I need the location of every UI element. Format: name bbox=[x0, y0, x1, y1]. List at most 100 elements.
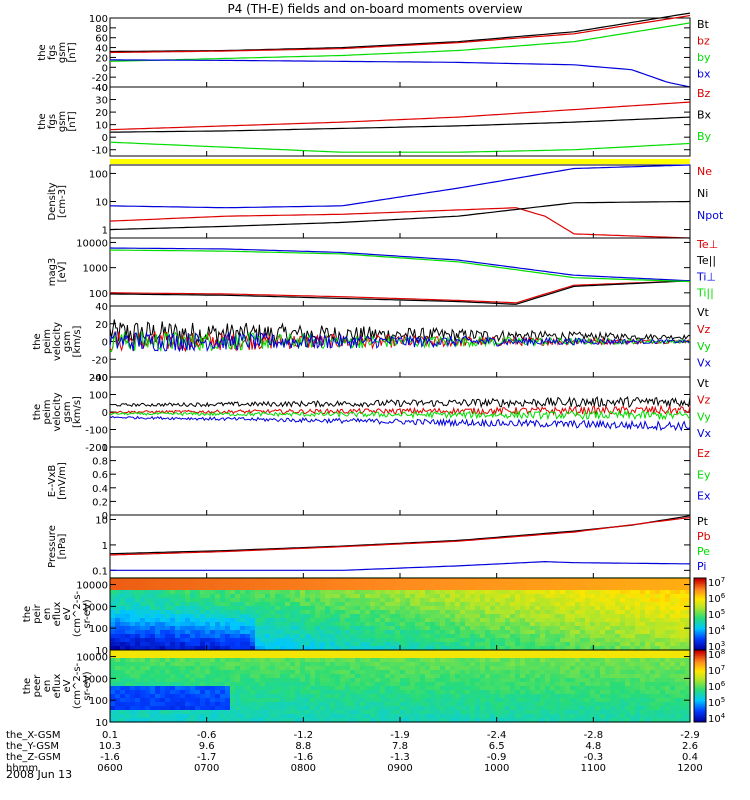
spectrogram-cell bbox=[580, 702, 586, 707]
spectrogram-cell bbox=[495, 666, 501, 671]
spectrogram-cell bbox=[255, 634, 261, 639]
spectrogram-cell bbox=[115, 670, 121, 675]
spectrogram-cell bbox=[460, 626, 466, 631]
spectrogram-cell bbox=[680, 582, 686, 587]
spectrogram-cell bbox=[210, 626, 216, 631]
spectrogram-cell bbox=[485, 594, 491, 599]
spectrogram-cell bbox=[210, 658, 216, 663]
spectrogram-cell bbox=[385, 698, 391, 703]
spectrogram-cell bbox=[610, 670, 616, 675]
spectrogram-cell bbox=[370, 630, 376, 635]
spectrogram-cell bbox=[320, 598, 326, 603]
spectrogram-cell bbox=[285, 694, 291, 699]
spectrogram-cell bbox=[340, 666, 346, 671]
spectrogram-cell bbox=[525, 686, 531, 691]
spectrogram-cell bbox=[595, 638, 601, 643]
spectrogram-cell bbox=[210, 586, 216, 591]
spectrogram-cell bbox=[185, 694, 191, 699]
spectrogram-cell bbox=[635, 622, 641, 627]
spectrogram-cell bbox=[130, 598, 136, 603]
spectrogram-cell bbox=[385, 690, 391, 695]
spectrogram-cell bbox=[180, 646, 186, 651]
spectrogram-cell bbox=[375, 718, 381, 723]
spectrogram-cell bbox=[635, 678, 641, 683]
spectrogram-cell bbox=[575, 698, 581, 703]
spectrogram-cell bbox=[580, 634, 586, 639]
spectrogram-cell bbox=[215, 714, 221, 719]
spectrogram-cell bbox=[465, 678, 471, 683]
spectrogram-cell bbox=[400, 690, 406, 695]
colorbar-cell bbox=[694, 628, 706, 631]
spectrogram-cell bbox=[285, 586, 291, 591]
spectrogram-cell bbox=[570, 678, 576, 683]
spectrogram-cell bbox=[385, 598, 391, 603]
spectrogram-cell bbox=[120, 698, 126, 703]
spectrogram-cell bbox=[620, 638, 626, 643]
spectrogram-cell bbox=[285, 698, 291, 703]
spectrogram-cell bbox=[540, 586, 546, 591]
spectrogram-cell bbox=[645, 682, 651, 687]
spectrogram-cell bbox=[395, 582, 401, 587]
spectrogram-cell bbox=[340, 654, 346, 659]
spectrogram-cell bbox=[345, 626, 351, 631]
spectrogram-cell bbox=[450, 586, 456, 591]
series-line bbox=[109, 200, 691, 231]
spectrogram-cell bbox=[335, 598, 341, 603]
spectrogram-cell bbox=[135, 646, 141, 651]
spectrogram-cell bbox=[205, 682, 211, 687]
spectrogram-cell bbox=[340, 714, 346, 719]
spectrogram-cell bbox=[290, 718, 296, 723]
spectrogram-cell bbox=[670, 690, 676, 695]
legend-label: Bt bbox=[697, 18, 710, 31]
spectrogram-cell bbox=[190, 706, 196, 711]
spectrogram-cell bbox=[135, 694, 141, 699]
colorbar-cell bbox=[694, 592, 706, 595]
spectrogram-cell bbox=[260, 622, 266, 627]
spectrogram-cell bbox=[500, 702, 506, 707]
spectrogram-cell bbox=[460, 598, 466, 603]
spectrogram-cell bbox=[550, 586, 556, 591]
spectrogram-cell bbox=[565, 662, 571, 667]
spectrogram-cell bbox=[535, 694, 541, 699]
spectrogram-cell bbox=[600, 622, 606, 627]
spectrogram-cell bbox=[460, 602, 466, 607]
spectrogram-cell bbox=[360, 618, 366, 623]
spectrogram-cell bbox=[420, 582, 426, 587]
series-line bbox=[109, 280, 691, 304]
spectrogram-cell bbox=[345, 694, 351, 699]
spectrogram-cell bbox=[390, 710, 396, 715]
spectrogram-cell bbox=[620, 678, 626, 683]
spectrogram-cell bbox=[510, 706, 516, 711]
spectrogram-cell bbox=[235, 642, 241, 647]
spectrogram-cell bbox=[605, 614, 611, 619]
spectrogram-cell bbox=[600, 662, 606, 667]
spectrogram-cell bbox=[155, 682, 161, 687]
spectrogram-cell bbox=[380, 594, 386, 599]
spectrogram-cell bbox=[290, 622, 296, 627]
spectrogram-cell bbox=[410, 666, 416, 671]
spectrogram-cell bbox=[115, 686, 121, 691]
spectrogram-cell bbox=[235, 594, 241, 599]
spectrogram-cell bbox=[380, 642, 386, 647]
spectrogram-cell bbox=[275, 606, 281, 611]
spectrogram-cell bbox=[675, 694, 681, 699]
spectrogram-cell bbox=[680, 658, 686, 663]
spectrogram-cell bbox=[515, 650, 521, 655]
spectrogram-cell bbox=[285, 602, 291, 607]
spectrogram-cell bbox=[215, 618, 221, 623]
spectrogram-cell bbox=[260, 694, 266, 699]
spectrogram-cell bbox=[425, 638, 431, 643]
spectrogram-cell bbox=[500, 626, 506, 631]
spectrogram-cell bbox=[615, 686, 621, 691]
spectrogram-cell bbox=[475, 710, 481, 715]
spectrogram-cell bbox=[435, 670, 441, 675]
spectrogram-cell bbox=[215, 586, 221, 591]
spectrogram-cell bbox=[130, 586, 136, 591]
spectrogram-cell bbox=[570, 654, 576, 659]
y-tick-label: 10 bbox=[95, 121, 108, 132]
colorbar-cell bbox=[694, 583, 706, 586]
spectrogram-cell bbox=[240, 646, 246, 651]
spectrogram-cell bbox=[315, 646, 321, 651]
spectrogram-cell bbox=[290, 666, 296, 671]
spectrogram-cell bbox=[275, 594, 281, 599]
